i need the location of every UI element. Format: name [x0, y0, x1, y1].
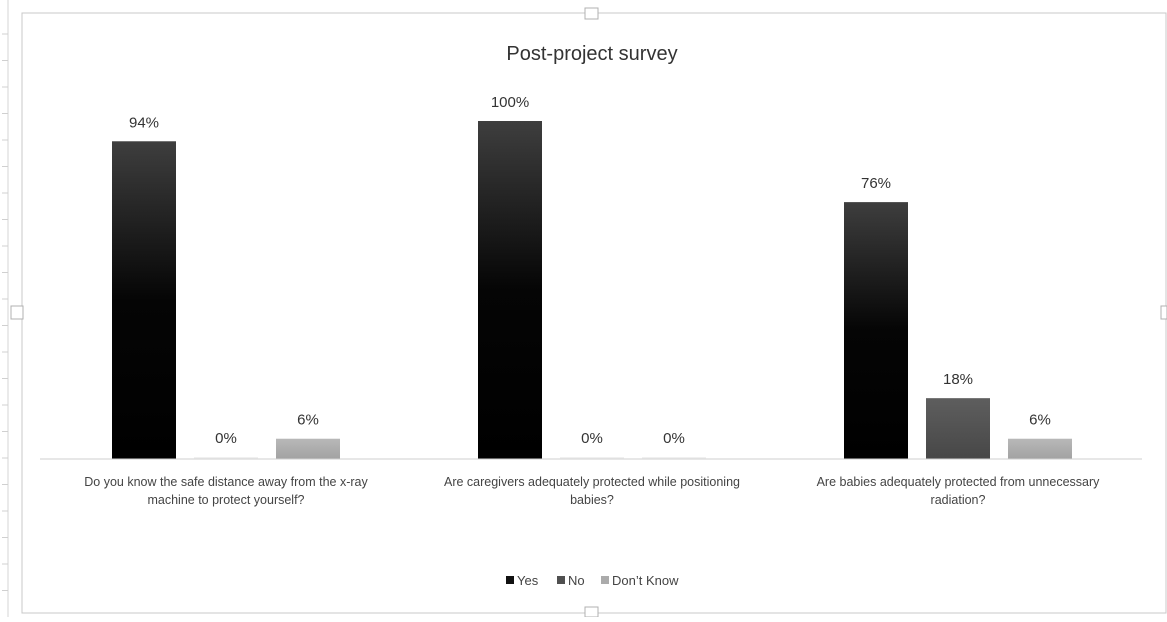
legend-swatch-no [557, 576, 565, 584]
legend: Yes No Don’t Know [506, 573, 679, 588]
legend-swatch-dont-know [601, 576, 609, 584]
legend-label-yes: Yes [517, 573, 539, 588]
resize-handle-left[interactable] [10, 305, 24, 320]
bar-yes-2[interactable] [478, 121, 542, 459]
bar-dont-know-1[interactable] [276, 438, 340, 459]
bar-no-2[interactable] [560, 457, 624, 459]
bars-layer [112, 121, 1072, 459]
bar-yes-1[interactable] [112, 141, 176, 459]
data-label-yes-3: 76% [861, 175, 891, 192]
data-label-dont-know-2: 0% [663, 430, 685, 447]
category-label-2-line-2: babies? [570, 493, 614, 507]
legend-label-no: No [568, 573, 585, 588]
data-label-dont-know-3: 6% [1029, 412, 1051, 429]
legend-label-dont-know: Don’t Know [612, 573, 679, 588]
bar-dont-know-3[interactable] [1008, 438, 1072, 459]
bar-yes-3[interactable] [844, 202, 908, 459]
legend-swatch-yes [506, 576, 514, 584]
chart-title: Post-project survey [506, 43, 677, 65]
data-label-no-2: 0% [581, 430, 603, 447]
data-labels-layer: 94% 100% 76% 0% 0% 18% 6% 0% 6% [129, 94, 1051, 447]
category-label-3-line-1: Are babies adequately protected from unn… [817, 475, 1101, 489]
ruler-strip [2, 0, 9, 617]
bar-dont-know-2[interactable] [642, 457, 706, 459]
category-label-3-line-2: radiation? [931, 493, 986, 507]
category-label-2-line-1: Are caregivers adequately protected whil… [444, 475, 740, 489]
category-label-1-line-2: machine to protect yourself? [147, 493, 304, 507]
data-label-no-1: 0% [215, 430, 237, 447]
chart-frame [21, 12, 1167, 614]
category-label-1-line-1: Do you know the safe distance away from … [84, 475, 368, 489]
category-labels-layer: Do you know the safe distance away from … [84, 475, 1100, 507]
resize-handle-right[interactable] [1160, 305, 1167, 320]
data-label-dont-know-1: 6% [297, 412, 319, 429]
data-label-no-3: 18% [943, 371, 973, 388]
bar-no-3[interactable] [926, 398, 990, 459]
data-label-yes-2: 100% [491, 94, 529, 111]
data-label-yes-1: 94% [129, 114, 159, 131]
resize-handle-bottom[interactable] [584, 606, 599, 618]
resize-handle-top[interactable] [584, 7, 599, 20]
bar-no-1[interactable] [194, 457, 258, 459]
